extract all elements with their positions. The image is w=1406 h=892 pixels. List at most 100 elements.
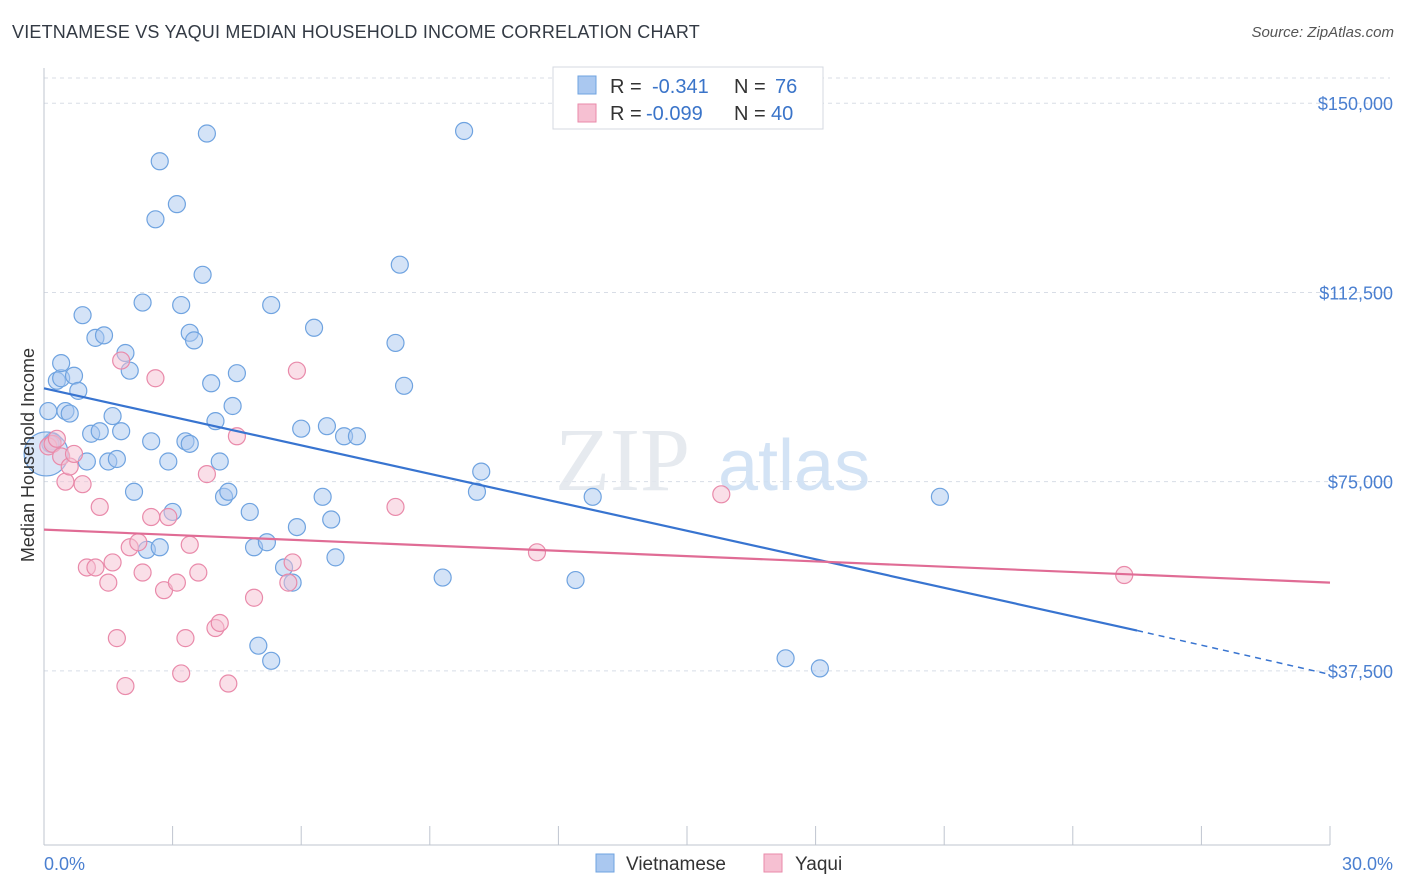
legend-r-label-vietnamese: R =: [610, 76, 642, 98]
vietnamese-point: [107, 449, 126, 469]
yaqui-point: [142, 507, 161, 527]
vietnamese-point: [146, 210, 165, 229]
vietnamese-point: [64, 366, 84, 385]
vietnamese-point: [472, 462, 491, 481]
tick-labels: $37,500 $75,000 $112,500 $150,000 0.0% 30.0%: [44, 94, 1393, 874]
y-tick-label-1: $75,000: [1328, 473, 1393, 493]
vietnamese-point: [390, 255, 409, 274]
vietnamese-point: [566, 570, 585, 590]
vietnamese-point: [292, 419, 311, 438]
yaqui-point: [103, 553, 122, 572]
legend-swatch-yaqui: [577, 103, 597, 123]
yaqui-point: [197, 465, 216, 484]
x-tick-label-max: 30.0%: [1342, 854, 1393, 874]
yaqui-point: [47, 429, 66, 448]
yaqui-point: [386, 497, 405, 517]
vietnamese-point: [39, 401, 58, 421]
yaqui-point: [176, 629, 195, 648]
vietnamese-point: [810, 659, 829, 678]
vietnamese-point: [60, 404, 79, 423]
top-legend: R = -0.341 N = 76 R = -0.099 N = 40: [552, 66, 824, 130]
yaqui-point: [167, 573, 186, 592]
yaqui-point: [86, 558, 105, 577]
vietnamese-trend-extension: [1136, 629, 1331, 676]
yaqui-point: [159, 507, 178, 527]
yaqui-point: [189, 563, 208, 582]
vietnamese-point: [210, 452, 229, 471]
vietnamese-point: [262, 651, 281, 670]
legend-n-label-yaqui: N =: [734, 103, 766, 125]
yaqui-point: [129, 533, 148, 552]
vietnamese-point: [193, 265, 212, 284]
yaqui-point: [712, 485, 731, 504]
yaqui-point: [219, 674, 238, 693]
yaqui-point: [283, 553, 302, 572]
bottom-legend-label-vietnamese: Vietnamese: [626, 854, 726, 875]
vietnamese-point: [94, 326, 114, 345]
legend-r-value-yaqui: -0.099: [646, 103, 703, 125]
vietnamese-point: [257, 533, 277, 552]
yaqui-point: [116, 676, 135, 696]
y-axis-label: Median Household Income: [18, 348, 38, 562]
vietnamese-point: [326, 548, 345, 567]
yaqui-point: [287, 361, 307, 380]
watermark-zip: ZIP: [555, 411, 690, 510]
vietnamese-point: [433, 568, 452, 587]
y-tick-label-3: $150,000: [1318, 94, 1393, 114]
yaqui-point: [133, 563, 152, 582]
yaqui-point: [90, 497, 109, 517]
bottom-legend-swatch-vietnamese: [595, 853, 615, 873]
vietnamese-point: [583, 487, 602, 506]
vietnamese-point: [90, 422, 109, 441]
vietnamese-point: [304, 318, 324, 337]
vietnamese-point: [219, 482, 238, 501]
vietnamese-point: [262, 295, 281, 315]
vietnamese-point: [394, 376, 414, 395]
vietnamese-point: [112, 422, 131, 441]
bottom-legend-swatch-yaqui: [763, 853, 783, 873]
trend-lines: [43, 387, 1331, 676]
vietnamese-point: [52, 354, 71, 373]
yaqui-point: [99, 573, 118, 592]
vietnamese-point: [249, 636, 268, 655]
legend-n-label-vietnamese: N =: [734, 76, 766, 98]
yaqui-point: [210, 613, 229, 633]
yaqui-point: [56, 472, 75, 491]
vietnamese-point: [142, 432, 161, 451]
yaqui-point: [180, 535, 199, 554]
vietnamese-point: [167, 195, 186, 214]
vietnamese-point: [159, 452, 178, 471]
vietnamese-point: [172, 295, 191, 315]
yaqui-point: [73, 475, 92, 494]
y-tick-label-0: $37,500: [1328, 662, 1393, 682]
yaqui-trend-line: [43, 528, 1331, 584]
legend-n-value-vietnamese: 76: [775, 76, 797, 98]
watermark-atlas: atlas: [718, 426, 870, 506]
vietnamese-point: [202, 374, 221, 393]
vietnamese-point: [73, 306, 92, 325]
vietnamese-point: [317, 417, 337, 436]
vietnamese-point: [180, 434, 199, 453]
legend-n-value-yaqui: 40: [771, 103, 793, 125]
vietnamese-trend-line: [43, 387, 1138, 632]
source-label: Source: ZipAtlas.com: [1251, 24, 1394, 41]
vietnamese-point: [103, 406, 122, 426]
vietnamese-point: [776, 649, 795, 668]
bottom-legend-label-yaqui: Yaqui: [795, 854, 842, 875]
vietnamese-point: [930, 487, 950, 506]
yaqui-points: [39, 351, 1134, 696]
vietnamese-points: [23, 121, 950, 678]
x-tick-label-min: 0.0%: [44, 854, 85, 874]
vietnamese-point: [227, 364, 246, 383]
yaqui-point: [244, 588, 264, 607]
vietnamese-point: [347, 427, 367, 446]
vietnamese-point: [197, 124, 216, 143]
vietnamese-point: [386, 333, 405, 353]
yaqui-point: [112, 351, 131, 370]
vietnamese-point: [454, 121, 474, 141]
axes: [43, 68, 1331, 846]
vietnamese-point: [184, 331, 204, 350]
yaqui-point: [172, 664, 191, 683]
bottom-legend: Vietnamese Yaqui: [595, 853, 842, 875]
